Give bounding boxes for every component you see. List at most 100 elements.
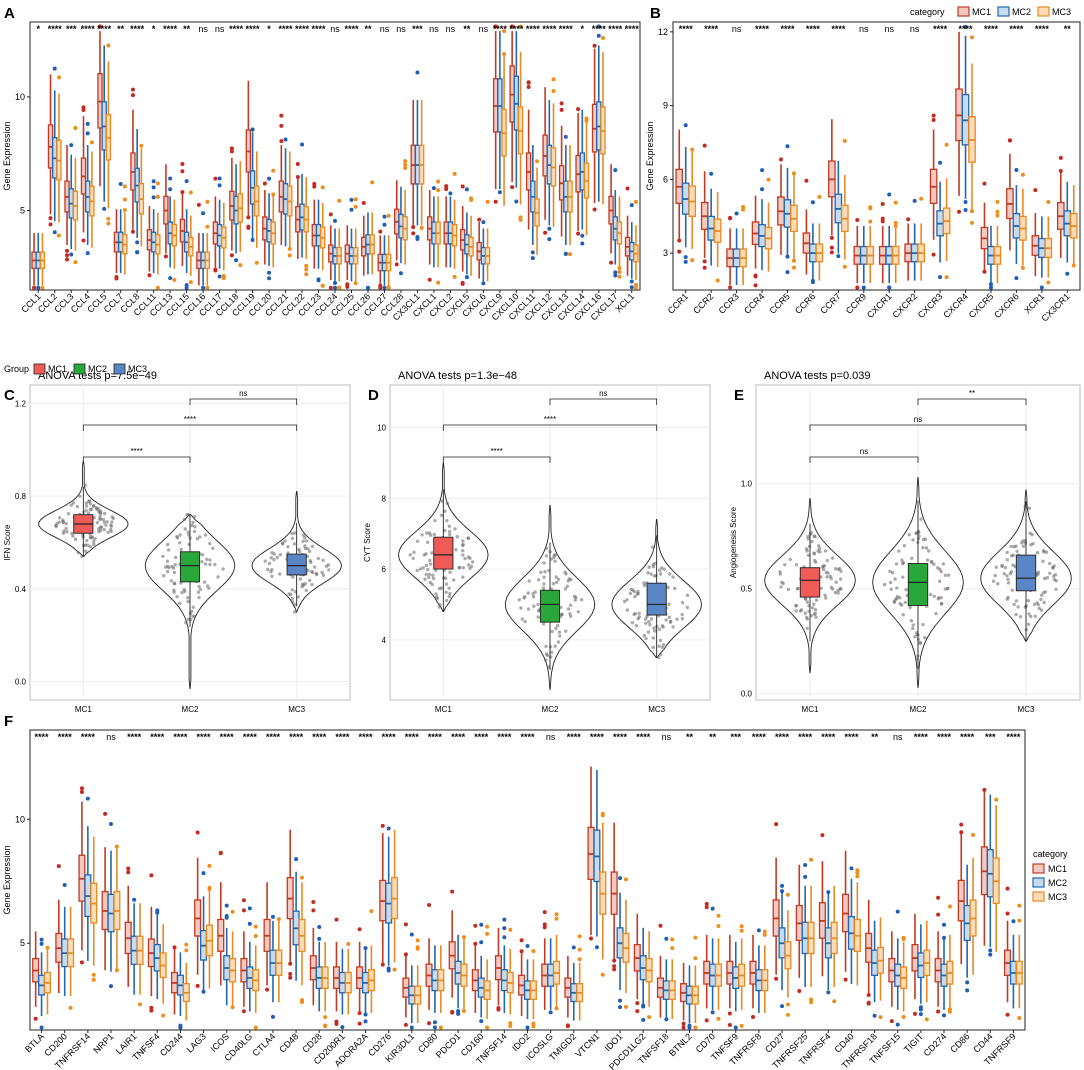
outlier-MC3: [842, 264, 847, 269]
jitter-point: [680, 617, 685, 621]
jitter-point: [92, 539, 96, 544]
outlier-MC1: [378, 229, 383, 234]
jitter-point: [197, 595, 201, 600]
jitter-point: [519, 606, 523, 610]
outlier-MC3: [893, 220, 898, 225]
outlier-MC1: [149, 873, 154, 878]
jitter-point: [431, 576, 436, 581]
jitter-point: [647, 565, 651, 569]
significance-label: ****: [960, 732, 975, 742]
outlier-MC3: [554, 1006, 559, 1011]
jitter-point: [445, 501, 450, 506]
legend-swatch-MC1: [33, 363, 46, 375]
jitter-point: [310, 544, 315, 549]
jitter-point: [1029, 543, 1033, 547]
jitter-point: [84, 508, 88, 512]
jitter-point: [1036, 603, 1041, 607]
outlier-MC1: [778, 157, 783, 162]
outlier-MC1: [328, 285, 333, 290]
outlier-MC3: [554, 916, 559, 921]
jitter-point: [652, 574, 657, 578]
jitter-point: [909, 619, 914, 623]
x-tick-label: MC2: [182, 705, 199, 714]
jitter-point: [184, 621, 188, 625]
jitter-point: [559, 605, 563, 610]
outlier-MC3: [287, 246, 292, 251]
jitter-point: [447, 586, 451, 590]
outlier-MC3: [785, 1012, 790, 1017]
comparison-bracket: [809, 456, 919, 463]
outlier-MC1: [510, 185, 515, 190]
jitter-point: [64, 522, 68, 526]
outlier-MC2: [363, 946, 368, 951]
outlier-MC3: [403, 166, 408, 171]
jitter-point: [204, 557, 209, 562]
jitter-point: [635, 592, 639, 596]
outlier-MC2: [333, 285, 337, 290]
jitter-point: [443, 528, 447, 533]
outlier-MC1: [163, 254, 168, 259]
jitter-point: [83, 483, 87, 487]
outlier-MC3: [633, 199, 638, 204]
jitter-point: [803, 611, 807, 615]
jitter-point: [921, 537, 926, 542]
significance-label: ****: [173, 732, 188, 742]
jitter-point: [786, 587, 791, 592]
jitter-point: [805, 617, 809, 621]
significance-label: ns: [106, 732, 116, 742]
outlier-MC2: [283, 137, 288, 142]
jitter-point: [200, 560, 204, 564]
jitter-point: [92, 542, 96, 546]
jitter-point: [303, 544, 307, 548]
jitter-point: [461, 539, 465, 543]
outlier-MC2: [217, 183, 222, 188]
significance-label: ****: [559, 24, 574, 34]
outlier-MC3: [320, 185, 325, 190]
outlier-MC3: [106, 221, 111, 226]
jitter-point: [427, 575, 431, 580]
outlier-MC2: [448, 191, 453, 196]
jitter-point: [910, 556, 914, 560]
jitter-point: [266, 567, 270, 572]
jitter-point: [1041, 559, 1045, 563]
jitter-point: [447, 594, 451, 599]
significance-label: ns: [893, 732, 903, 742]
jitter-point: [642, 581, 646, 585]
outlier-MC2: [530, 256, 535, 261]
outlier-MC1: [460, 280, 465, 285]
outlier-MC2: [386, 966, 391, 971]
outlier-MC3: [868, 205, 873, 210]
outlier-MC1: [265, 987, 270, 992]
jitter-point: [658, 568, 662, 572]
outlier-MC3: [56, 75, 61, 80]
outlier-MC2: [479, 922, 484, 927]
outlier-MC2: [613, 168, 618, 173]
significance-label: ****: [914, 732, 929, 742]
significance-label: *: [152, 24, 156, 34]
significance-label: ****: [592, 24, 607, 34]
outlier-MC2: [333, 281, 337, 286]
legend-label-MC3: MC3: [1048, 892, 1067, 902]
outlier-MC3: [68, 1005, 73, 1010]
outlier-MC1: [357, 1011, 362, 1016]
y-tick-label: 8: [382, 494, 387, 503]
jitter-point: [566, 607, 571, 611]
jitter-point: [941, 562, 946, 566]
outlier-MC3: [739, 924, 744, 929]
jitter-point: [649, 572, 653, 576]
outlier-MC1: [592, 207, 597, 212]
outlier-MC3: [817, 194, 822, 199]
outlier-MC3: [947, 904, 952, 909]
jitter-point: [657, 644, 661, 648]
outlier-MC3: [221, 273, 226, 278]
outlier-MC2: [382, 214, 387, 219]
outlier-MC2: [267, 276, 272, 281]
jitter-point: [76, 551, 81, 555]
outlier-MC3: [353, 204, 358, 209]
jitter-point: [637, 615, 641, 619]
jitter-point: [812, 552, 817, 556]
jitter-point: [901, 561, 905, 566]
jitter-point: [668, 620, 673, 624]
outlier-MC2: [571, 945, 576, 950]
jitter-point: [993, 573, 997, 578]
